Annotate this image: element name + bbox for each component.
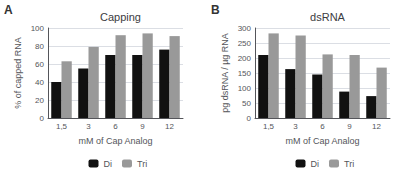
svg-text:A: A [4,3,13,17]
svg-text:12: 12 [372,122,381,131]
svg-text:Di: Di [104,159,113,169]
svg-text:250: 250 [238,39,252,48]
svg-text:0: 0 [40,114,45,123]
svg-text:pg dsRNA / µg RNA: pg dsRNA / µg RNA [220,33,230,113]
svg-text:B: B [211,3,220,17]
svg-text:6: 6 [113,122,118,131]
svg-text:Di: Di [311,159,320,169]
svg-text:80: 80 [35,42,44,51]
svg-text:20: 20 [35,96,44,105]
svg-text:3: 3 [86,122,91,131]
svg-text:9: 9 [140,122,145,131]
svg-text:% of capped RNA: % of capped RNA [13,37,23,109]
svg-text:Tri: Tri [137,159,147,169]
svg-text:mM of Cap Analog: mM of Cap Analog [285,136,359,146]
svg-text:6: 6 [320,122,325,131]
svg-text:3: 3 [293,122,298,131]
svg-text:40: 40 [35,78,44,87]
svg-text:12: 12 [165,122,174,131]
svg-text:Capping: Capping [100,11,141,23]
svg-text:100: 100 [238,84,252,93]
svg-text:200: 200 [238,54,252,63]
svg-text:dsRNA: dsRNA [310,11,346,23]
svg-text:0: 0 [247,114,252,123]
svg-text:50: 50 [242,99,251,108]
svg-text:9: 9 [347,122,352,131]
svg-text:1,5: 1,5 [263,122,275,131]
svg-text:100: 100 [31,24,45,33]
svg-text:150: 150 [238,69,252,78]
svg-text:1,5: 1,5 [56,122,68,131]
svg-text:60: 60 [35,60,44,69]
svg-text:mM of Cap Analog: mM of Cap Analog [78,136,152,146]
svg-text:Tri: Tri [344,159,354,169]
svg-text:300: 300 [238,24,252,33]
